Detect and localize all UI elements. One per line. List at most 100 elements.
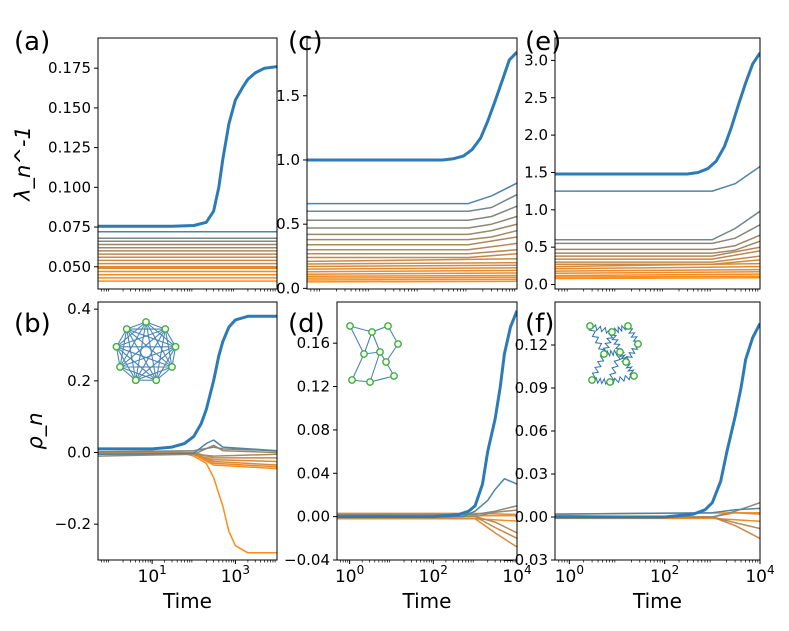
- series-line-mode-7: [555, 246, 760, 257]
- y-tick-label: 2.0: [524, 126, 548, 144]
- panel-f: −0.03 0.00 0.03 0.06 0.09 0.12 100 102 104 (f) Tim…: [502, 301, 775, 613]
- network-node: [606, 378, 614, 386]
- x-tick-label: 101: [138, 563, 167, 587]
- series-group: [555, 52, 760, 280]
- panel-label: (e): [525, 27, 561, 57]
- series-line-mode-5: [555, 234, 760, 251]
- series-line-mode-4: [98, 444, 277, 457]
- series-line-mode-3: [307, 193, 517, 213]
- panel-label: (a): [14, 27, 50, 57]
- network-node: [168, 363, 176, 371]
- y-tick-label: −0.2: [55, 515, 91, 533]
- y-tick-label: 1.5: [276, 87, 300, 105]
- network-node: [608, 328, 616, 336]
- network-edge: [145, 321, 176, 348]
- y-tick-label: 0.12: [297, 378, 330, 396]
- y-tick-label: 0.16: [297, 334, 330, 352]
- series-group: [555, 322, 760, 540]
- series-line-mode-7: [307, 229, 517, 241]
- network-node: [142, 318, 150, 326]
- panel-label: (c): [288, 27, 323, 57]
- network-node: [586, 322, 594, 330]
- network-edge: [119, 346, 176, 368]
- series-line-mode-3: [98, 446, 277, 453]
- series-line-mode-8: [307, 236, 517, 246]
- network-edge: [351, 353, 365, 381]
- y-tick-label: 2.5: [524, 89, 548, 107]
- network-node: [368, 328, 376, 336]
- y-tick-label: −0.03: [502, 551, 548, 569]
- network-node: [152, 376, 161, 385]
- series-line-mode-15: [307, 267, 517, 270]
- series-line-mode-4: [307, 205, 517, 222]
- y-axis-label: ρ_n: [23, 412, 48, 449]
- series-line-mode-19: [307, 276, 517, 279]
- series-group: [307, 51, 517, 283]
- y-tick-label: 0.5: [276, 215, 300, 233]
- series-line-mode-9: [307, 242, 517, 251]
- network-edge: [349, 325, 365, 355]
- y-tick-label: 0.4: [67, 300, 91, 318]
- y-tick-label: 0.175: [48, 59, 91, 77]
- network-edge: [145, 321, 157, 381]
- series-line-mode-3: [337, 505, 517, 516]
- series-line-mode-21: [307, 280, 517, 283]
- spring-edge: [588, 325, 606, 355]
- network-edge: [115, 346, 137, 381]
- y-tick-label: 1.0: [524, 201, 548, 219]
- network-edge: [363, 331, 373, 355]
- series-line-mode-14: [555, 271, 760, 275]
- series-group: [98, 314, 277, 554]
- series-group: [98, 65, 277, 282]
- series-line-mode-1-highlighted-: [337, 310, 517, 519]
- series-line-mode-8: [555, 250, 760, 260]
- network-edge: [126, 328, 157, 381]
- y-tick-label: 0.125: [48, 139, 91, 157]
- x-axis-label: Time: [402, 589, 452, 613]
- y-tick-label: 3.0: [524, 51, 548, 69]
- network-node: [122, 325, 131, 333]
- series-line-mode-13: [307, 261, 517, 265]
- x-tick-label: 100: [335, 563, 364, 587]
- network-edge: [135, 366, 173, 381]
- network-node: [616, 348, 624, 356]
- network-node: [360, 350, 368, 358]
- y-tick-label: 0.050: [48, 258, 91, 276]
- series-line-mode-15: [555, 273, 760, 277]
- network-node: [171, 342, 180, 351]
- series-line-mode-5: [307, 215, 517, 229]
- network-node: [384, 322, 392, 330]
- network-node: [366, 378, 374, 386]
- series-line-mode-3: [555, 210, 760, 241]
- y-tick-label: 0.5: [524, 238, 548, 256]
- network-node: [131, 376, 140, 385]
- network-node: [600, 350, 608, 358]
- y-tick-label: 0.08: [297, 421, 330, 439]
- x-axis-label: Time: [162, 589, 212, 613]
- network-node: [112, 342, 121, 351]
- x-tick-label: 104: [745, 563, 774, 587]
- panel-d: −0.04 0.00 0.04 0.08 0.12 0.16 100 102 104 (d) Tim…: [284, 301, 532, 613]
- series-line-mode-1-highlighted-: [555, 322, 760, 519]
- network-node: [630, 372, 638, 380]
- panel-b: −0.2 0.0 0.2 0.4 101 103 (b) Time ρ_n: [14, 300, 278, 613]
- spring-edge: [609, 373, 635, 385]
- y-tick-label: 0.00: [515, 508, 548, 526]
- y-tick-label: 1.0: [276, 151, 300, 169]
- series-line-mode-14: [307, 264, 517, 268]
- y-tick-label: 0.0: [276, 279, 300, 297]
- network-node: [588, 376, 596, 384]
- series-line-mode-16: [555, 275, 760, 278]
- x-tick-label: 104: [502, 563, 531, 587]
- series-line-mode-12: [307, 258, 517, 263]
- panel-label: (b): [14, 309, 51, 339]
- series-line-mode-2: [337, 477, 517, 518]
- series-line-mode-1-highlighted-: [98, 314, 277, 451]
- series-line-mode-2: [555, 507, 760, 515]
- network-edge: [116, 321, 147, 348]
- y-tick-label: 0.09: [515, 379, 548, 397]
- series-line-mode-10: [555, 259, 760, 266]
- panel-c: 0.0 0.5 1.0 1.5 (c): [276, 27, 518, 297]
- network-node: [634, 340, 642, 348]
